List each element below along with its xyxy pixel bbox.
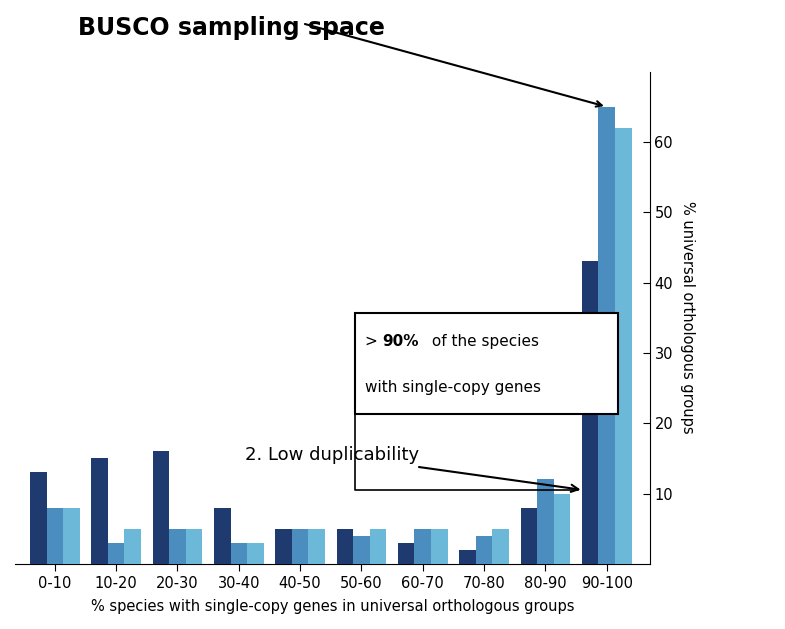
Bar	[398, 543, 414, 564]
Text: >: >	[365, 333, 382, 348]
Bar	[582, 262, 598, 564]
Bar	[125, 529, 141, 564]
Text: of the species: of the species	[427, 333, 539, 348]
Bar	[353, 536, 370, 564]
Text: BUSCO sampling space: BUSCO sampling space	[78, 16, 385, 40]
Bar	[553, 494, 570, 564]
Bar	[520, 508, 537, 564]
Bar	[108, 543, 125, 564]
Bar	[414, 529, 431, 564]
FancyBboxPatch shape	[355, 313, 618, 414]
Y-axis label: % universal orthologous groups: % universal orthologous groups	[681, 201, 696, 434]
Bar	[370, 529, 386, 564]
Bar	[492, 529, 509, 564]
Text: with single-copy genes: with single-copy genes	[365, 380, 541, 395]
Bar	[63, 508, 80, 564]
Bar	[152, 452, 170, 564]
Bar	[537, 479, 553, 564]
Bar	[337, 529, 353, 564]
Bar	[598, 107, 615, 564]
Text: 2. Low duplicability: 2. Low duplicability	[245, 446, 579, 492]
Bar	[292, 529, 309, 564]
Bar	[91, 459, 108, 564]
X-axis label: % species with single-copy genes in universal orthologous groups: % species with single-copy genes in univ…	[90, 599, 574, 614]
Bar	[30, 472, 46, 564]
Bar	[186, 529, 203, 564]
Bar	[459, 550, 476, 564]
Bar	[615, 128, 631, 564]
Text: 90%: 90%	[382, 333, 419, 348]
Bar	[170, 529, 186, 564]
Bar	[247, 543, 264, 564]
Bar	[309, 529, 325, 564]
Bar	[476, 536, 492, 564]
Bar	[276, 529, 292, 564]
Bar	[231, 543, 247, 564]
Bar	[431, 529, 447, 564]
Bar	[214, 508, 231, 564]
Bar	[46, 508, 63, 564]
